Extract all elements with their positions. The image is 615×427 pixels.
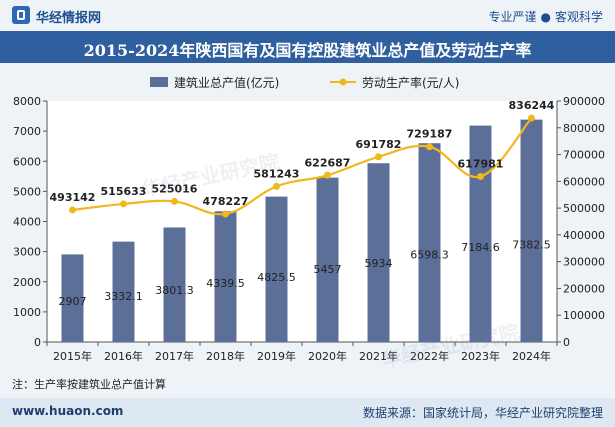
bar-data-label: 5457 [314,263,342,276]
line-point [324,171,331,179]
line-series-path [72,117,533,216]
bar-data-label: 6598.3 [410,249,449,262]
data-source: 数据来源：国家统计局，华经产业研究院整理 [362,406,603,420]
y-left-tick-label: 2000 [13,276,41,289]
y-right-tick-label: 700000 [563,149,605,162]
site-link[interactable]: www.huaon.com [12,404,124,418]
x-tick-label: 2016年 [104,349,143,363]
y-left-tick-label: 8000 [13,95,41,108]
x-tick-label: 2023年 [461,349,500,363]
line-point [222,210,229,218]
y-left-tick-label: 3000 [13,246,41,259]
footnote: 注：生产率按建筑业总产值计算 [12,378,166,391]
bar-data-label: 4339.5 [206,277,245,290]
x-tick-label: 2024年 [512,349,551,363]
bar [214,211,237,342]
brand-name: 华经情报网 [36,11,102,26]
bar [316,177,339,342]
y-right-tick-label: 100000 [563,309,605,322]
line-point [426,143,433,151]
bar [469,125,492,342]
tagline-separator: ● [540,10,551,24]
bar-data-label: 7184.6 [461,241,500,254]
y-right-tick-label: 800000 [563,122,605,135]
line-data-label: 836244 [509,99,555,112]
bar [163,227,186,342]
tagline-right: 客观科学 [554,10,603,24]
line-data-label: 691782 [356,138,402,151]
line-data-label: 622687 [305,156,351,169]
bar-data-label: 4825.5 [257,271,296,284]
bar [367,163,390,342]
bar [520,119,543,342]
y-right-tick-label: 400000 [563,229,605,242]
bar-data-label: 5934 [365,257,393,270]
x-tick-label: 2021年 [359,349,398,363]
tagline-left: 专业严谨 [488,10,537,24]
bar [61,254,84,342]
bar [112,241,135,342]
y-left-tick-label: 0 [34,336,41,349]
y-left-tick-label: 7000 [13,125,41,138]
brand-logo-icon [12,6,30,24]
legend-bar-label: 建筑业总产值(亿元) [174,75,279,90]
line-data-label: 515633 [101,185,147,198]
y-left-tick-label: 5000 [13,185,41,198]
legend-line-label: 劳动生产率(元/人) [362,75,459,90]
bar [418,143,441,342]
line-point [375,153,382,161]
y-left-tick-label: 4000 [13,216,41,229]
legend-bar-swatch [150,77,168,87]
y-left-tick-label: 1000 [13,306,41,319]
x-tick-label: 2020年 [308,349,347,363]
y-right-tick-label: 600000 [563,175,605,188]
y-right-tick-label: 900000 [563,95,605,108]
line-point [273,182,280,190]
line-point [528,114,535,122]
bar-data-label: 3801.3 [155,284,194,297]
legend-line-marker [339,78,347,86]
y-right-tick-label: 0 [563,336,570,349]
line-point [120,200,127,208]
top-bar: 华经情报网 专业严谨 ● 客观科学 [0,0,615,30]
bar-data-label: 7382.5 [512,239,551,252]
line-data-label: 581243 [254,167,300,180]
bar-data-label: 2907 [59,295,87,308]
x-tick-label: 2022年 [410,349,449,363]
line-point [171,197,178,205]
title-bar: 2015-2024年陕西国有及国有控股建筑业总产值及劳动生产率 [0,31,615,63]
combo-chart: 0 1000 2000 3000 4000 5000 6000 7000 8000 0 100000… [13,75,605,363]
tagline: 专业严谨 ● 客观科学 [488,8,603,25]
chart-title: 2015-2024年陕西国有及国有控股建筑业总产值及劳动生产率 [83,41,532,60]
footer-bar: www.huaon.com 数据来源：国家统计局，华经产业研究院整理 [0,398,615,427]
y-right-tick-label: 500000 [563,202,605,215]
line-data-label: 617981 [458,158,504,171]
x-tick-label: 2018年 [206,349,245,363]
x-tick-label: 2019年 [257,349,296,363]
y-right-tick-label: 300000 [563,256,605,269]
y-right-tick-label: 200000 [563,282,605,295]
line-data-label: 525016 [152,182,198,195]
bar [265,196,288,342]
bar-data-label: 3332.1 [104,290,143,303]
line-data-label: 478227 [203,195,249,208]
y-left-tick-label: 6000 [13,155,41,168]
line-data-label: 729187 [407,128,453,141]
line-point [477,173,484,181]
line-data-label: 493142 [50,191,96,204]
line-point [69,206,76,214]
x-tick-label: 2017年 [155,349,194,363]
x-tick-label: 2015年 [53,349,92,363]
